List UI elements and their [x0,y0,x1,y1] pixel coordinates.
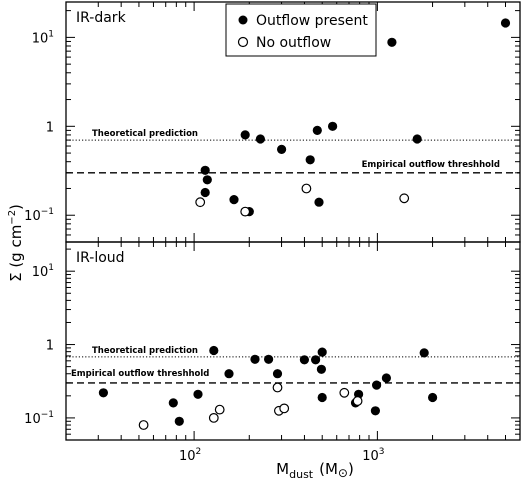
panel-label: IR-dark [76,10,127,26]
y-tick-label-base: 10 [24,209,41,224]
y-axis-title-close: ) [7,204,25,210]
legend-filled-marker [238,15,248,25]
y-axis-title-exponent: −2 [7,210,18,225]
data-point-outflow [381,373,392,383]
y-tick-label-base: 1 [46,120,54,135]
data-point-outflow [98,388,108,398]
data-point-no-outflow [240,206,251,217]
legend: Outflow present No outflow [225,3,377,57]
data-point-outflow [412,134,422,144]
legend-entry-no-outflow: No outflow [256,35,331,51]
data-point-outflow [224,369,234,379]
y-tick-label-exponent: 1 [48,263,54,273]
data-point-no-outflow [279,403,290,414]
legend-open-marker [237,36,249,48]
data-point-outflow [312,125,322,135]
data-point-outflow [370,406,381,416]
data-point-no-outflow [301,183,312,194]
data-point-no-outflow [214,404,225,415]
data-point-outflow [264,354,274,364]
data-point-outflow [317,347,327,357]
data-point-no-outflow [399,193,410,204]
y-tick-label-base: 10 [24,412,41,427]
legend-box [225,3,377,57]
x-tick-label-base: 10 [179,449,196,464]
data-point-no-outflow [138,420,149,430]
x-tick-label: 102 [179,447,201,464]
data-point-no-outflow [272,382,283,393]
x-axis-title: Mdust (M⊙) [276,460,354,481]
data-point-outflow [387,37,397,47]
x-tick-label: 103 [362,447,384,464]
x-axis-title-main: M [276,460,289,478]
empirical-threshold-label: Empirical outflow threshhold [362,160,500,170]
y-axis-title: Σ (g cm−2) [7,204,25,282]
data-point-outflow [317,392,327,403]
y-axis-title-main: Σ (g cm [7,225,25,282]
data-point-outflow [419,348,429,358]
data-point-outflow [240,130,250,140]
theoretical-prediction-label: Theoretical prediction [92,346,198,356]
data-point-outflow [209,345,219,356]
data-point-outflow [328,121,338,131]
x-tick-label-exponent: 3 [379,447,385,457]
data-point-no-outflow [352,396,363,406]
data-point-outflow [500,18,511,28]
data-point-outflow [305,155,315,165]
y-tick-label-exponent: −1 [41,207,54,217]
data-point-outflow [311,355,321,365]
data-point-outflow [174,416,184,426]
x-axis-title-unit-close: ) [348,460,354,478]
data-point-outflow [250,354,260,364]
y-tick-label-base: 10 [32,31,49,46]
x-axis-title-sub: dust [289,468,314,481]
data-point-outflow [168,398,178,408]
y-tick-label-base: 10 [32,265,49,280]
data-point-no-outflow [208,413,219,423]
x-axis-title-unit-sun: ⊙ [338,466,348,480]
legend-entry-outflow: Outflow present [256,13,368,29]
data-point-outflow [316,364,327,374]
y-tick-label: 1 [46,339,54,354]
panel-frame [65,241,521,441]
x-axis-title-unit-open: (M [319,460,338,478]
data-point-outflow [277,144,287,154]
data-point-outflow [229,195,239,205]
data-point-outflow [200,187,210,198]
y-tick-label: 10−1 [24,410,54,427]
y-tick-label-exponent: −1 [41,410,54,420]
data-point-outflow [299,355,310,365]
theoretical-prediction-label: Theoretical prediction [92,129,198,139]
data-point-outflow [372,380,382,390]
empirical-threshold-label: Empirical outflow threshhold [71,369,209,379]
data-point-outflow [193,389,203,399]
y-tick-label-exponent: 1 [48,29,54,39]
y-tick-label: 101 [32,29,54,46]
data-point-no-outflow [339,387,350,398]
data-point-outflow [272,369,283,379]
panel-label: IR-loud [76,250,125,266]
y-tick-label-base: 1 [46,339,54,354]
x-tick-label-base: 10 [362,449,379,464]
y-tick-label: 10−1 [24,207,54,224]
data-point-outflow [255,134,266,144]
data-point-outflow [428,392,438,403]
data-point-outflow [200,165,210,175]
data-point-outflow [314,197,324,207]
y-tick-label: 101 [32,263,54,280]
y-tick-label: 1 [46,120,54,135]
data-point-no-outflow [195,197,206,208]
x-tick-label-exponent: 2 [196,447,202,457]
data-point-outflow [202,175,212,185]
